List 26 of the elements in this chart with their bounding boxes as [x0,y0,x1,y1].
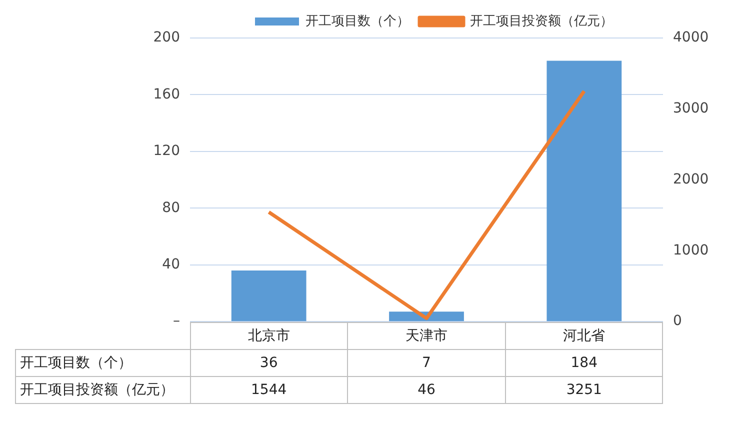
y-tick-label: – [173,313,180,330]
data-label: 7 [348,349,506,376]
x-tick-label: 北京市 [190,322,348,350]
legend-label: 开工项目投资额（亿元） [470,14,613,29]
x-tick-label: 天津市 [348,322,506,350]
legend-label: 开工项目数（个） [306,14,410,29]
y2-tick-label: 2000 [673,171,709,188]
data-label: 46 [348,376,506,404]
data-label: 1544 [190,376,348,404]
data-label: 36 [190,349,348,376]
y-tick-label: 160 [153,86,180,102]
bar [546,60,622,322]
y2-tick-label: 0 [673,313,682,330]
text: 开工项目投资额（亿元） [20,382,174,398]
y2-tick-label: 1000 [673,242,709,258]
data-label: 184 [505,349,663,376]
bar [231,270,306,322]
y-tick-label: 80 [162,200,180,216]
y2-tick-label: 3000 [673,100,709,117]
y-tick-label: 40 [162,256,180,273]
text: 开工项目数（个） [20,354,132,371]
y-tick-label: 120 [153,143,180,160]
x-tick-label: 河北省 [505,322,663,350]
y-tick-label: 200 [153,30,180,46]
y2-tick-label: 4000 [673,30,709,46]
data-label: 3251 [505,376,663,404]
